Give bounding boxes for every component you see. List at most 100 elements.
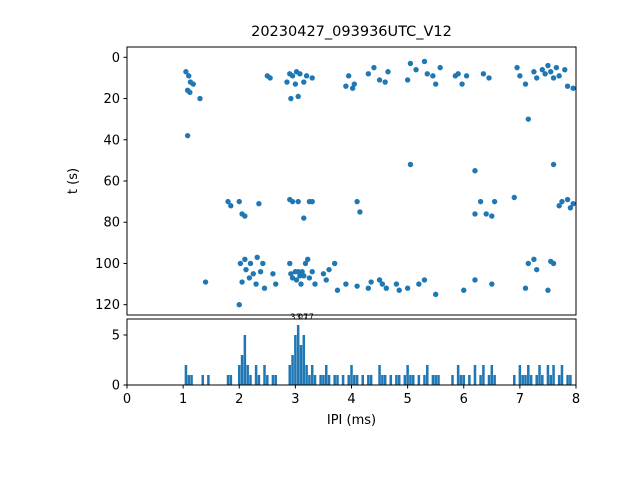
scatter-point: [297, 71, 303, 77]
histogram-bar: [411, 375, 415, 385]
x-tick-label: 6: [460, 392, 468, 407]
scatter-point: [306, 275, 313, 281]
scatter-point: [548, 69, 554, 75]
scatter-point: [483, 211, 489, 217]
histogram-bar: [347, 375, 350, 385]
scatter-point: [186, 73, 192, 79]
histogram-bar: [288, 365, 292, 385]
scatter-point: [239, 279, 245, 285]
scatter-point: [491, 198, 498, 205]
scatter-point: [293, 277, 300, 283]
scatter-point: [404, 77, 411, 83]
scatter-point: [570, 200, 576, 207]
scatter-point: [197, 95, 203, 102]
scatter-point: [517, 73, 523, 79]
histogram-bar: [552, 365, 555, 385]
scatter-point: [254, 254, 260, 260]
scatter-point: [413, 66, 419, 73]
scatter-point: [472, 277, 478, 283]
scatter-point: [357, 209, 363, 215]
histogram-bar: [378, 365, 381, 385]
y-tick-label: 0: [112, 51, 120, 66]
histogram-bar: [302, 335, 306, 385]
x-tick-label: 5: [403, 392, 411, 407]
scatter-point: [545, 287, 551, 293]
scatter-point: [323, 277, 329, 283]
scatter-point: [301, 79, 307, 85]
scatter-point: [430, 73, 436, 79]
y-tick-label: 40: [103, 133, 120, 148]
annotations: 3.073.17: [290, 313, 313, 322]
scatter-point: [309, 269, 315, 275]
histogram-bar: [201, 375, 205, 385]
histogram-bar: [541, 375, 544, 385]
histogram-frame: [126, 318, 577, 386]
histogram-bar: [395, 375, 398, 385]
scatter-point: [309, 75, 315, 81]
scatter-point: [522, 285, 529, 291]
scatter-point: [550, 161, 557, 168]
histogram-bar: [549, 375, 553, 385]
scatter-point: [562, 66, 568, 73]
x-tick-label: 7: [516, 392, 524, 407]
scatter-point: [550, 75, 557, 81]
histogram-bar: [246, 365, 249, 385]
histogram-bar: [518, 365, 522, 385]
histogram-bar: [521, 375, 524, 385]
scatter-point: [472, 211, 478, 217]
scatter-point: [312, 281, 318, 287]
histogram-bar: [437, 375, 440, 385]
histogram-bar: [355, 375, 359, 385]
scatter-point: [343, 281, 349, 287]
x-tick-label: 8: [572, 392, 580, 407]
scatter-point: [567, 205, 574, 211]
scatter-point: [295, 269, 301, 275]
scatter-point: [242, 256, 248, 263]
histogram-bar: [417, 375, 421, 385]
scatter-point: [345, 73, 352, 79]
scatter-point: [534, 75, 540, 81]
histogram-bar: [308, 375, 311, 385]
histogram-bar: [462, 375, 466, 385]
x-axis-label: IPI (ms): [327, 413, 376, 428]
histogram-bars: [184, 325, 572, 385]
scatter-point: [334, 287, 341, 293]
scatter-point: [260, 260, 266, 267]
histogram-bar: [187, 375, 190, 385]
scatter-point: [393, 281, 400, 287]
scatter-point: [564, 83, 571, 89]
x-tick-label: 2: [235, 392, 243, 407]
scatter-point: [237, 260, 244, 267]
scatter-point: [261, 285, 268, 291]
scatter-point: [365, 285, 372, 291]
y-tick-label: 80: [103, 216, 120, 231]
scatter-point: [354, 283, 360, 289]
scatter-point: [459, 81, 465, 87]
histogram-bar: [319, 375, 322, 385]
histogram-bar: [557, 375, 561, 385]
histogram-bar: [409, 375, 412, 385]
hist-y-tick-label: 5: [112, 329, 120, 344]
scatter-point: [432, 81, 439, 87]
scatter-point: [295, 93, 301, 100]
histogram-bar: [389, 375, 393, 385]
scatter-point: [354, 198, 360, 205]
scatter-point: [349, 85, 356, 91]
histogram-bar: [473, 365, 477, 385]
scatter-point: [253, 281, 259, 287]
scatter-point: [382, 79, 388, 85]
x-tick-label: 3: [291, 392, 299, 407]
scatter-point: [385, 69, 391, 75]
scatter-point: [511, 194, 517, 201]
scatter-point: [556, 73, 562, 79]
scatter-point: [376, 77, 383, 83]
scatter-point: [287, 260, 293, 267]
scatter-point: [326, 266, 332, 273]
scatter-point: [424, 71, 430, 77]
scatter-point: [302, 260, 309, 267]
histogram-bar: [383, 375, 387, 385]
scatter-point: [553, 64, 560, 71]
histogram-bar: [305, 365, 308, 385]
histogram-bar: [327, 375, 331, 385]
